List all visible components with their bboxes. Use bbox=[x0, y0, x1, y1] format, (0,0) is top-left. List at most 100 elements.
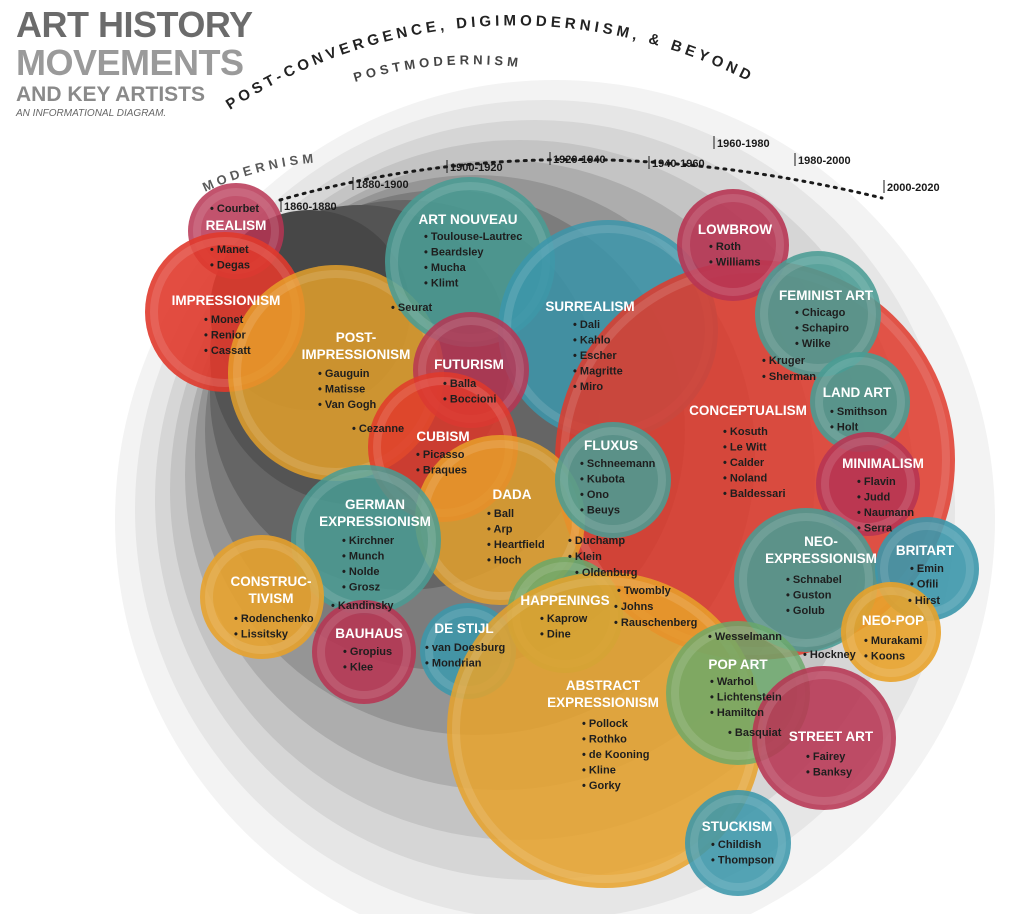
bubble-inner-ring bbox=[560, 427, 666, 533]
artist-koons: • Koons bbox=[864, 651, 905, 663]
movement-neo-pop: NEO-POP • Murakami • Koons bbox=[862, 613, 924, 663]
movement-name: FLUXUS bbox=[584, 438, 638, 453]
movement-name: EXPRESSIONISM bbox=[319, 514, 431, 529]
bridge-artist-twombly: • Twombly bbox=[617, 585, 672, 597]
movement-futurism: FUTURISM • Balla • Boccioni bbox=[434, 357, 504, 406]
movement-name: IMPRESSIONISM bbox=[302, 347, 411, 362]
artist-munch: • Munch bbox=[342, 551, 385, 563]
timeline-dotted-arc bbox=[278, 158, 884, 202]
bridge-artist-wesselmann: • Wesselmann bbox=[708, 631, 782, 643]
timeline-label-1860-1880: 1860-1880 bbox=[284, 201, 337, 213]
artist-boccioni: • Boccioni bbox=[443, 394, 496, 406]
bubble-neo-pop[interactable] bbox=[841, 582, 941, 682]
bridge-artist-seurat: • Seurat bbox=[391, 302, 432, 314]
bridge-artist-sherman: • Sherman bbox=[762, 371, 816, 383]
movement-impressionism: IMPRESSIONISM • Manet • Degas • Monet • Reni… bbox=[172, 244, 281, 357]
timeline-label-2000-2020: 2000-2020 bbox=[887, 182, 940, 194]
bubble-minimalism[interactable] bbox=[816, 432, 920, 536]
bubble-inner-ring bbox=[739, 513, 873, 647]
artist-flavin: • Flavin bbox=[857, 476, 896, 488]
bridge-artist-kandinsky: • Kandinsky bbox=[331, 600, 394, 612]
artist-banksy: • Banksy bbox=[806, 767, 853, 779]
movement-stuckism: STUCKISM • Childish • Thompson bbox=[702, 819, 775, 867]
bridge-artist-basquiat: • Basquiat bbox=[728, 727, 782, 739]
bubble-german-expressionism[interactable] bbox=[291, 465, 441, 615]
movement-german-expressionism: GERMAN EXPRESSIONISM • Kirchner • Munch • No… bbox=[319, 497, 431, 594]
movement-name: SURREALISM bbox=[545, 299, 634, 314]
movement-post-impressionism: POST- IMPRESSIONISM • Gauguin • Matisse • Va… bbox=[302, 330, 411, 411]
movement-dada: DADA • Ball • Arp • Heartfield • Hoch bbox=[487, 487, 545, 567]
movement-name: DADA bbox=[493, 487, 532, 502]
movement-name: BAUHAUS bbox=[335, 626, 403, 641]
movement-name: POST- bbox=[336, 330, 377, 345]
movement-de-stijl: DE STIJL • van Doesburg • Mondrian bbox=[425, 621, 505, 670]
artist-schneemann: • Schneemann bbox=[580, 458, 656, 470]
artist-cassatt: • Cassatt bbox=[204, 345, 251, 357]
movement-name: REALISM bbox=[206, 218, 267, 233]
artist-chicago: • Chicago bbox=[795, 307, 846, 319]
movement-conceptualism: CONCEPTUALISM • Kosuth • Le Witt • Calder • … bbox=[689, 403, 807, 500]
artist-van-doesburg: • van Doesburg bbox=[425, 642, 505, 654]
movement-name: HAPPENINGS bbox=[520, 593, 609, 608]
movement-name: EXPRESSIONISM bbox=[547, 695, 659, 710]
artist-gorky: • Gorky bbox=[582, 780, 622, 792]
artist-rodenchenko: • Rodenchenko bbox=[234, 613, 314, 625]
title-line-1: ART HISTORY bbox=[16, 4, 253, 45]
artist-calder: • Calder bbox=[723, 457, 765, 469]
artist-smithson: • Smithson bbox=[830, 406, 887, 418]
bubble-inner-ring bbox=[757, 671, 891, 805]
artist-kubota: • Kubota bbox=[580, 474, 626, 486]
bubble-land-art[interactable] bbox=[810, 352, 910, 452]
bubble-inner-ring bbox=[205, 540, 319, 654]
artist-golub: • Golub bbox=[786, 605, 825, 617]
bubble-stuckism[interactable] bbox=[685, 790, 791, 896]
movement-name: DE STIJL bbox=[434, 621, 493, 636]
artist-emin: • Emin bbox=[910, 563, 944, 575]
artist-serra: • Serra bbox=[857, 523, 893, 535]
bubble-inner-ring bbox=[690, 795, 786, 891]
artist-de-kooning: • de Kooning bbox=[582, 749, 649, 761]
movement-pop-art: POP ART • Warhol • Lichtenstein • Hamilton bbox=[708, 657, 782, 719]
movement-surrealism: SURREALISM • Dali • Kahlo • Escher • Magritt… bbox=[545, 299, 634, 393]
artist-manet: • Manet bbox=[210, 244, 249, 256]
artist-naumann: • Naumann bbox=[857, 507, 914, 519]
bubble-bauhaus[interactable] bbox=[312, 600, 416, 704]
bubble-neo-expressionism[interactable] bbox=[734, 508, 878, 652]
movement-name: IMPRESSIONISM bbox=[172, 293, 281, 308]
movement-name: TIVISM bbox=[248, 591, 293, 606]
artist-mucha: • Mucha bbox=[424, 262, 467, 274]
artist-magritte: • Magritte bbox=[573, 366, 623, 378]
movement-labels: REALISM • Courbet IMPRESSIONISM • Manet • De… bbox=[172, 203, 955, 867]
artist-holt: • Holt bbox=[830, 422, 859, 434]
movement-cubism: CUBISM • Picasso • Braques bbox=[416, 429, 470, 477]
bubble-constructivism[interactable] bbox=[200, 535, 324, 659]
artist-arp: • Arp bbox=[487, 524, 513, 536]
artist-kline: • Kline bbox=[582, 765, 616, 777]
timeline-label-1960-1980: 1960-1980 bbox=[717, 138, 770, 150]
artist-noland: • Noland bbox=[723, 473, 767, 485]
artist-gropius: • Gropius bbox=[343, 646, 392, 658]
movement-name: STREET ART bbox=[789, 729, 874, 744]
movement-name: FEMINIST ART bbox=[779, 288, 874, 303]
bubble-lowbrow[interactable] bbox=[677, 189, 789, 301]
bubble-street-art[interactable] bbox=[752, 666, 896, 810]
movement-realism: REALISM • Courbet bbox=[206, 203, 267, 233]
artist-gauguin: • Gauguin bbox=[318, 368, 370, 380]
movement-bubbles bbox=[145, 177, 979, 896]
artist-dine: • Dine bbox=[540, 629, 571, 641]
movement-name: CUBISM bbox=[416, 429, 469, 444]
movement-name: FUTURISM bbox=[434, 357, 504, 372]
movement-name: POP ART bbox=[708, 657, 768, 672]
bubble-fluxus[interactable] bbox=[555, 422, 671, 538]
artist-hoch: • Hoch bbox=[487, 555, 522, 567]
movement-britart: BRITART • Emin • Ofili bbox=[896, 543, 955, 591]
bubble-feminist-art[interactable] bbox=[755, 251, 881, 377]
artist-nolde: • Nolde bbox=[342, 566, 379, 578]
timeline-label-1900-1920: 1900-1920 bbox=[450, 162, 503, 174]
artist-picasso: • Picasso bbox=[416, 449, 465, 461]
artist-lissitsky: • Lissitsky bbox=[234, 629, 289, 641]
artist-lichtenstein: • Lichtenstein bbox=[710, 692, 782, 704]
artist-beuys: • Beuys bbox=[580, 505, 620, 517]
